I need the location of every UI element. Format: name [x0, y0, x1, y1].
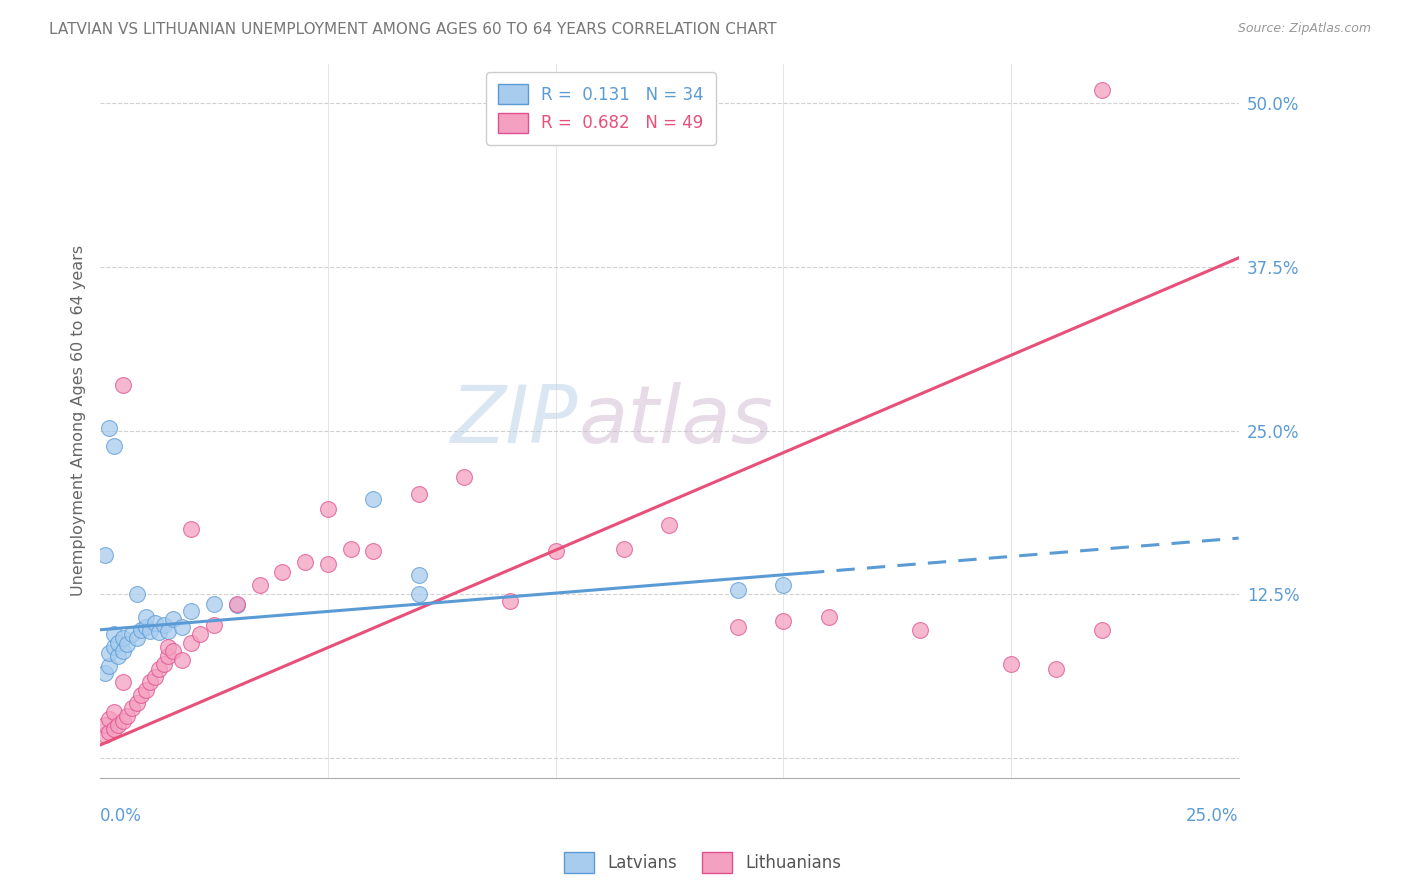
Point [1000, 657, 1022, 671]
Legend: R =  0.131   N = 34, R =  0.682   N = 49: R = 0.131 N = 34, R = 0.682 N = 49 [486, 72, 716, 145]
Point [188, 626, 211, 640]
Point [111, 714, 134, 729]
Point [225, 597, 247, 611]
Point [129, 688, 152, 702]
Point [121, 626, 143, 640]
Point [408, 587, 430, 601]
Point [339, 541, 361, 556]
Point [107, 718, 129, 732]
Text: Source: ZipAtlas.com: Source: ZipAtlas.com [1237, 22, 1371, 36]
Text: 25.0%: 25.0% [1187, 806, 1239, 824]
Point [544, 544, 567, 558]
Point [1045, 662, 1067, 676]
Point [202, 617, 225, 632]
Point [98, 659, 121, 673]
Point [162, 612, 184, 626]
Point [271, 565, 294, 579]
Point [148, 625, 170, 640]
Point [107, 648, 129, 663]
Point [111, 377, 134, 392]
Point [499, 594, 522, 608]
Point [658, 518, 681, 533]
Point [103, 706, 125, 720]
Point [202, 597, 225, 611]
Point [727, 620, 749, 634]
Point [294, 555, 316, 569]
Point [93, 727, 115, 741]
Point [363, 544, 385, 558]
Point [139, 675, 162, 690]
Point [111, 631, 134, 645]
Point [408, 486, 430, 500]
Point [1091, 83, 1114, 97]
Point [111, 675, 134, 690]
Text: LATVIAN VS LITHUANIAN UNEMPLOYMENT AMONG AGES 60 TO 64 YEARS CORRELATION CHART: LATVIAN VS LITHUANIAN UNEMPLOYMENT AMONG… [49, 22, 778, 37]
Point [117, 709, 139, 723]
Point [162, 644, 184, 658]
Point [772, 578, 794, 592]
Point [316, 558, 339, 572]
Text: ZIP: ZIP [451, 382, 578, 460]
Point [98, 725, 121, 739]
Point [157, 640, 180, 654]
Point [453, 469, 475, 483]
Point [613, 541, 636, 556]
Legend: Latvians, Lithuanians: Latvians, Lithuanians [558, 846, 848, 880]
Point [408, 567, 430, 582]
Point [1091, 623, 1114, 637]
Point [172, 620, 194, 634]
Point [93, 718, 115, 732]
Point [125, 631, 148, 645]
Point [117, 637, 139, 651]
Point [153, 617, 176, 632]
Point [143, 616, 166, 631]
Point [157, 648, 180, 663]
Point [180, 522, 202, 536]
Point [249, 578, 271, 592]
Point [135, 620, 157, 634]
Point [103, 640, 125, 654]
Point [316, 502, 339, 516]
Point [125, 587, 148, 601]
Point [157, 624, 180, 638]
Point [908, 623, 931, 637]
Y-axis label: Unemployment Among Ages 60 to 64 years: Unemployment Among Ages 60 to 64 years [72, 245, 86, 597]
Point [98, 421, 121, 435]
Point [139, 624, 162, 638]
Point [93, 548, 115, 562]
Point [180, 636, 202, 650]
Point [148, 662, 170, 676]
Point [135, 683, 157, 698]
Point [153, 657, 176, 671]
Point [772, 614, 794, 628]
Point [172, 653, 194, 667]
Point [225, 598, 247, 612]
Point [180, 604, 202, 618]
Point [143, 670, 166, 684]
Point [93, 665, 115, 680]
Point [103, 723, 125, 737]
Point [125, 696, 148, 710]
Point [103, 439, 125, 453]
Point [103, 626, 125, 640]
Point [121, 701, 143, 715]
Point [98, 646, 121, 660]
Text: 0.0%: 0.0% [100, 806, 142, 824]
Point [817, 609, 839, 624]
Point [135, 609, 157, 624]
Point [129, 623, 152, 637]
Point [107, 636, 129, 650]
Point [111, 644, 134, 658]
Text: atlas: atlas [578, 382, 773, 460]
Point [363, 491, 385, 506]
Point [98, 712, 121, 726]
Point [727, 583, 749, 598]
